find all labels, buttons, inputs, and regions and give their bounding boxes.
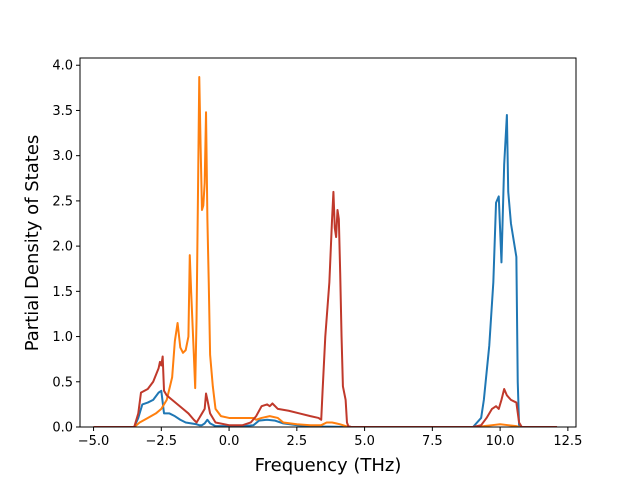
x-tick-label: 10.0: [486, 434, 515, 449]
x-tick-label: 7.5: [422, 434, 443, 449]
y-tick-label: 2.0: [52, 240, 73, 255]
series-line-2: [93, 75, 558, 427]
x-axis-label: Frequency (THz): [255, 455, 402, 476]
x-tick-label: 5.0: [354, 434, 375, 449]
y-tick-label: 2.5: [52, 194, 73, 209]
x-tick-label: 2.5: [286, 434, 307, 449]
y-tick-label: 0.0: [52, 421, 73, 436]
y-tick-label: 3.0: [52, 149, 73, 164]
series-lines: [93, 75, 558, 427]
y-tick-label: 3.5: [52, 104, 73, 119]
series-line-3: [93, 190, 558, 427]
y-tick-label: 1.0: [52, 330, 73, 345]
y-axis-label: Partial Density of States: [22, 135, 43, 352]
x-tick-label: −2.5: [146, 434, 178, 449]
x-axis-ticks: −5.0 −2.5 0.0 2.5 5.0 7.5 10.0 12.5: [78, 427, 582, 449]
y-tick-label: 1.5: [52, 285, 73, 300]
plot-frame: [79, 57, 577, 428]
y-axis-ticks: 0.0 0.5 1.0 1.5 2.0 2.5 3.0 3.5 4.0: [52, 59, 80, 436]
series-line-1: [93, 113, 558, 427]
y-tick-label: 4.0: [52, 59, 73, 74]
x-tick-label: −5.0: [78, 434, 110, 449]
x-tick-label: 0.0: [219, 434, 240, 449]
x-tick-label: 12.5: [553, 434, 582, 449]
y-tick-label: 0.5: [52, 375, 73, 390]
